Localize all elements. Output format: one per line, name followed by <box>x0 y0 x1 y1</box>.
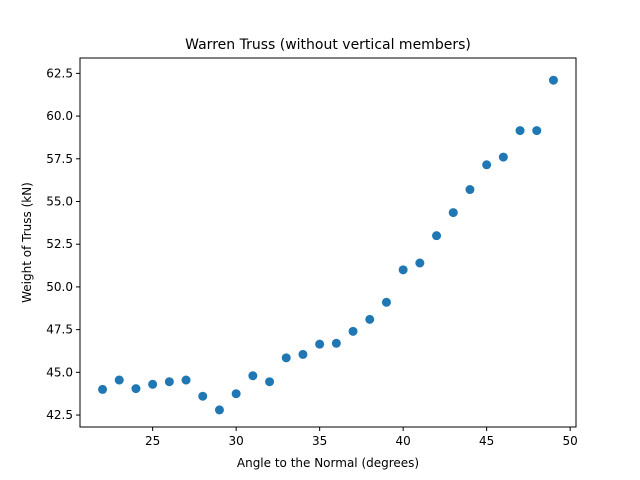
x-tick-label: 30 <box>229 434 244 448</box>
data-point <box>298 349 308 359</box>
x-tick-label: 25 <box>145 434 160 448</box>
data-point <box>265 377 275 387</box>
x-axis-ticks: 25 30 35 40 45 50 <box>145 427 578 448</box>
data-point <box>515 126 525 136</box>
data-point <box>214 405 224 415</box>
y-tick-label: 62.5 <box>46 66 73 80</box>
data-point <box>448 208 458 218</box>
y-tick-label: 45.0 <box>46 365 73 379</box>
y-axis-label: Weight of Truss (kN) <box>20 182 34 303</box>
data-point <box>131 384 141 394</box>
x-tick-label: 45 <box>479 434 494 448</box>
y-tick-label: 50.0 <box>46 280 73 294</box>
data-point <box>148 379 158 389</box>
data-point <box>548 75 558 85</box>
data-point <box>498 152 508 162</box>
data-point <box>415 258 425 268</box>
y-tick-label: 42.5 <box>46 408 73 422</box>
y-tick-label: 47.5 <box>46 323 73 337</box>
data-point <box>398 265 408 275</box>
data-point <box>381 297 391 307</box>
data-point <box>114 375 124 385</box>
data-point <box>432 231 442 241</box>
data-point <box>331 338 341 348</box>
data-point <box>532 126 542 136</box>
y-tick-label: 55.0 <box>46 195 73 209</box>
x-axis-label: Angle to the Normal (degrees) <box>237 456 419 470</box>
x-tick-label: 40 <box>396 434 411 448</box>
plot-frame <box>79 57 577 428</box>
data-point <box>98 384 108 394</box>
y-tick-label: 60.0 <box>46 109 73 123</box>
data-point <box>231 389 241 399</box>
x-tick-label: 35 <box>312 434 327 448</box>
data-point <box>164 377 174 387</box>
data-point <box>181 375 191 385</box>
data-point <box>315 339 325 349</box>
data-points <box>98 75 558 415</box>
data-point <box>198 391 208 401</box>
x-tick-label: 50 <box>563 434 578 448</box>
y-tick-label: 52.5 <box>46 237 73 251</box>
y-tick-label: 57.5 <box>46 152 73 166</box>
data-point <box>465 185 475 195</box>
data-point <box>482 160 492 170</box>
data-point <box>248 371 258 381</box>
data-point <box>348 326 358 336</box>
y-axis-ticks: 42.5 45.0 47.5 50.0 52.5 55.0 57.5 60.0 62.5 <box>46 66 80 422</box>
chart-title: Warren Truss (without vertical members) <box>185 37 471 53</box>
data-point <box>365 314 375 324</box>
data-point <box>281 353 291 363</box>
